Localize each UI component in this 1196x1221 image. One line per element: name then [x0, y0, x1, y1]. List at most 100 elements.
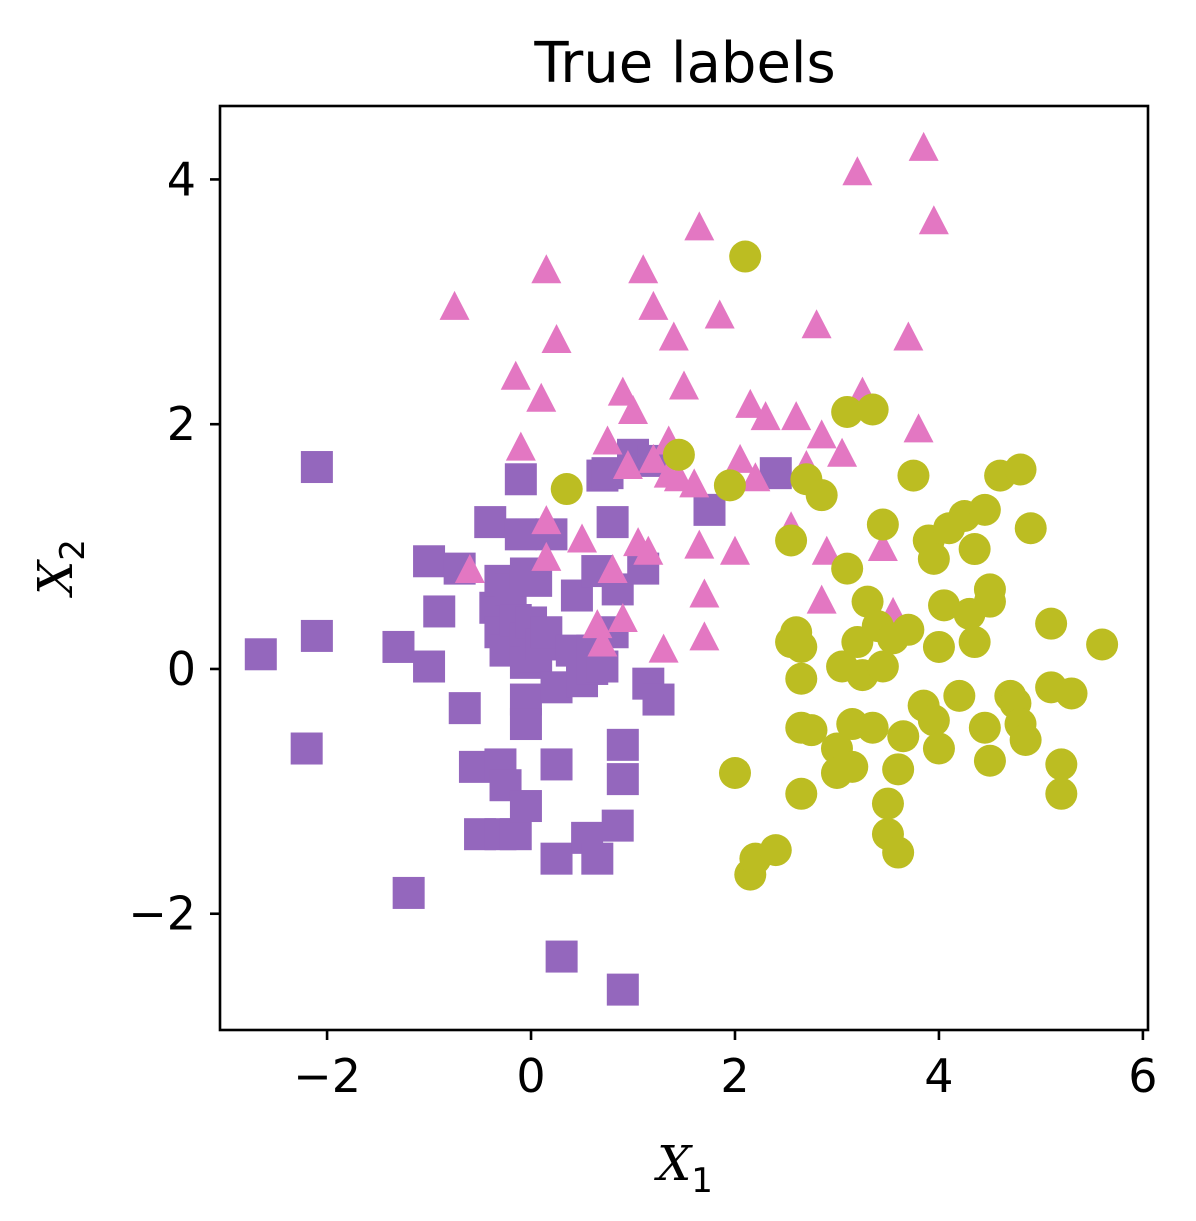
- triangle-point: [607, 376, 638, 406]
- square-point: [382, 630, 415, 663]
- triangle-point: [582, 609, 613, 639]
- square-point: [545, 940, 578, 973]
- square-point: [540, 748, 573, 781]
- triangle-point: [526, 382, 557, 412]
- circle-point: [968, 711, 1001, 744]
- triangle-point: [679, 468, 710, 498]
- circle-point: [831, 395, 864, 428]
- x-tick-label: 6: [1128, 1049, 1157, 1103]
- triangle-point: [908, 131, 939, 161]
- triangle-point: [704, 299, 735, 329]
- square-point: [509, 708, 542, 741]
- x-axis-label: X1: [653, 1136, 713, 1201]
- triangle-point: [689, 578, 720, 608]
- triangle-point: [781, 401, 812, 431]
- triangle-point: [454, 554, 485, 584]
- circle-point: [1014, 512, 1047, 545]
- square-point: [540, 842, 573, 875]
- triangle-point: [597, 554, 628, 584]
- square-point: [413, 650, 446, 683]
- circle-point: [882, 753, 915, 786]
- circle-point: [856, 393, 889, 426]
- chart-title: True labels: [533, 31, 835, 96]
- triangle-point: [618, 394, 649, 424]
- circle-point: [1086, 628, 1119, 661]
- triangle-point: [628, 254, 659, 284]
- square-point: [596, 506, 629, 539]
- square-point: [448, 692, 481, 725]
- triangle-point: [612, 450, 643, 480]
- circle-point: [851, 585, 884, 618]
- x-axis-label-base: X: [653, 1136, 693, 1192]
- triangle-point: [567, 523, 598, 553]
- triangle-point: [842, 156, 873, 186]
- circle-point: [785, 630, 818, 663]
- triangle-point: [684, 529, 715, 559]
- circle-point: [958, 626, 991, 659]
- circle-point: [887, 720, 920, 753]
- triangle-point: [827, 437, 858, 467]
- triangle-point: [648, 633, 679, 663]
- circle-point: [922, 732, 955, 765]
- circle-point: [785, 662, 818, 695]
- circle-point: [928, 589, 961, 622]
- square-point: [504, 518, 537, 551]
- triangle-point: [541, 323, 572, 353]
- triangle-point: [806, 584, 837, 614]
- square-point: [581, 842, 614, 875]
- triangle-point: [735, 388, 766, 418]
- x-axis-label-subscript: 1: [691, 1161, 713, 1201]
- y-tick-label: 2: [167, 397, 196, 451]
- circle-point: [973, 744, 1006, 777]
- triangle-point: [500, 360, 531, 390]
- y-tick-label: 0: [167, 642, 196, 696]
- circle-point: [871, 787, 904, 820]
- triangle-point: [439, 290, 470, 320]
- circle-point: [662, 438, 695, 471]
- x-axis: −2 0 2 4 6: [293, 1030, 1158, 1103]
- square-point: [423, 595, 456, 628]
- circle-point: [1035, 607, 1068, 640]
- triangle-point: [750, 401, 781, 431]
- circle-point: [805, 479, 838, 512]
- x-tick-label: 0: [516, 1049, 545, 1103]
- plot-frame: [218, 104, 1150, 1032]
- triangle-point: [918, 205, 949, 235]
- circle-point: [866, 650, 899, 683]
- circle-point: [917, 542, 950, 575]
- circle-point: [1055, 677, 1088, 710]
- square-point: [392, 876, 425, 909]
- circle-point: [831, 552, 864, 585]
- triangle-point: [658, 321, 689, 351]
- square-point: [693, 493, 726, 526]
- square-point: [606, 763, 639, 796]
- square-point: [244, 638, 277, 671]
- circle-point: [973, 585, 1006, 618]
- circle-point: [718, 756, 751, 789]
- square-point: [300, 619, 333, 652]
- square-point: [300, 451, 333, 484]
- square-point: [290, 732, 323, 765]
- triangle-point: [607, 603, 638, 633]
- square-point: [509, 790, 542, 823]
- circle-point: [1009, 723, 1042, 756]
- circle-point: [856, 711, 889, 744]
- circle-point: [836, 750, 869, 783]
- y-axis: −2 0 2 4: [128, 152, 220, 941]
- circle-point: [917, 704, 950, 737]
- square-point: [499, 818, 532, 851]
- circle-point: [892, 613, 925, 646]
- circle-point: [897, 459, 930, 492]
- triangle-point: [587, 627, 618, 657]
- triangle-point: [719, 535, 750, 565]
- circle-point: [759, 834, 792, 867]
- triangle-point: [811, 535, 842, 565]
- triangle-point: [867, 532, 898, 562]
- circle-point: [922, 630, 955, 663]
- y-axis-label-subscript: 2: [53, 539, 93, 561]
- circle-point: [882, 836, 915, 869]
- x-tick-label: 4: [924, 1049, 953, 1103]
- triangle-point: [505, 431, 536, 461]
- triangle-point: [531, 541, 562, 571]
